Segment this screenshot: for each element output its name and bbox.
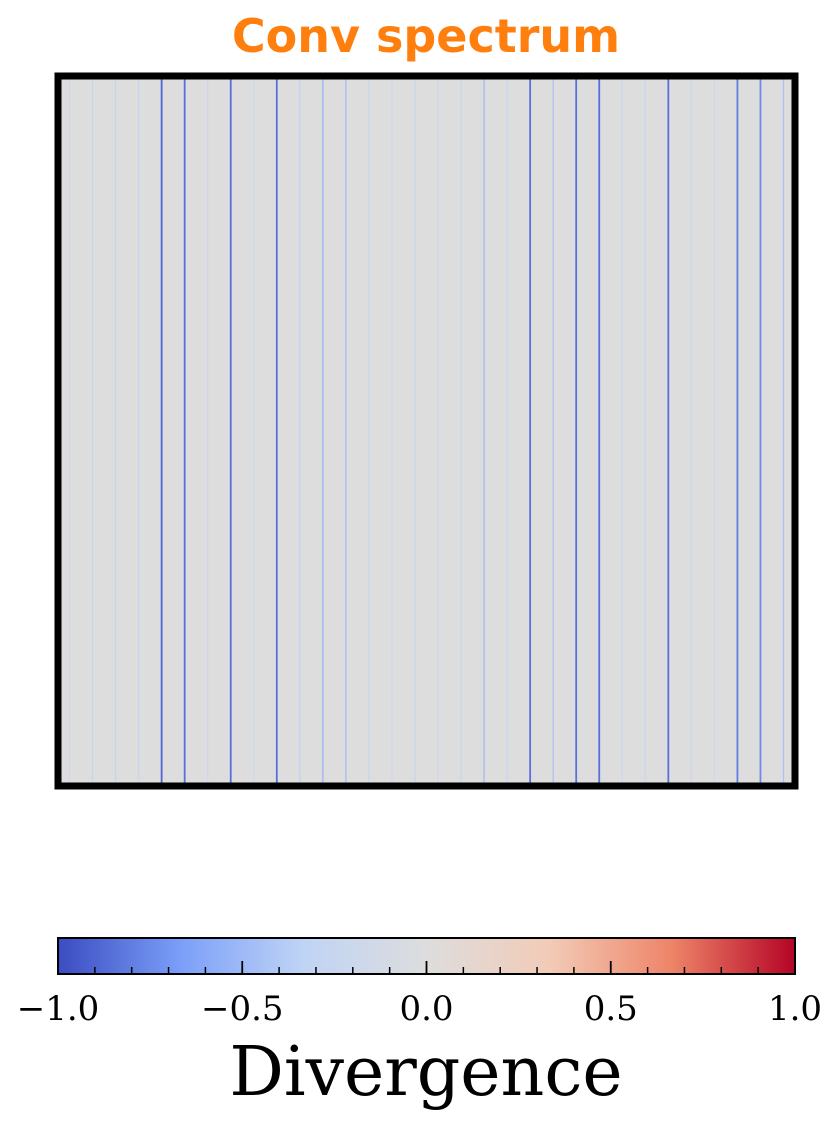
heatmap-plot	[54, 72, 799, 790]
colorbar-tick-label: 0.5	[584, 989, 638, 1029]
colorbar-minor-ticks	[94, 967, 759, 974]
colorbar-major-ticks	[57, 961, 796, 974]
heatmap-background	[58, 76, 795, 786]
colorbar-tick-label: −0.5	[201, 989, 284, 1029]
colorbar-tick-labels: −1.0 −0.5 0.0 0.5 1.0	[17, 989, 822, 1029]
colorbar: −1.0 −0.5 0.0 0.5 1.0 Divergence	[17, 937, 822, 1112]
chart-title: Conv spectrum	[232, 9, 620, 63]
heatmap-columns	[68, 76, 785, 786]
colorbar-tick-label: −1.0	[17, 989, 100, 1029]
colorbar-label: Divergence	[229, 1033, 622, 1112]
colorbar-tick-label: 1.0	[768, 989, 822, 1029]
plot-frame	[54, 72, 799, 790]
colorbar-tick-label: 0.0	[399, 989, 453, 1029]
